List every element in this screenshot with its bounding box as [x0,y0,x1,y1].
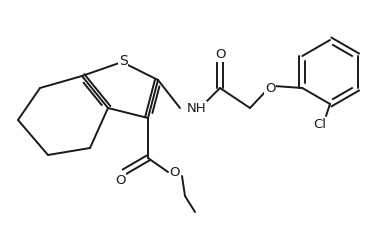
Text: S: S [119,54,127,68]
Text: O: O [115,174,125,186]
Text: O: O [170,166,180,178]
Text: O: O [215,49,225,62]
Text: O: O [265,82,275,95]
Text: NH: NH [187,101,207,114]
Text: Cl: Cl [314,117,326,131]
